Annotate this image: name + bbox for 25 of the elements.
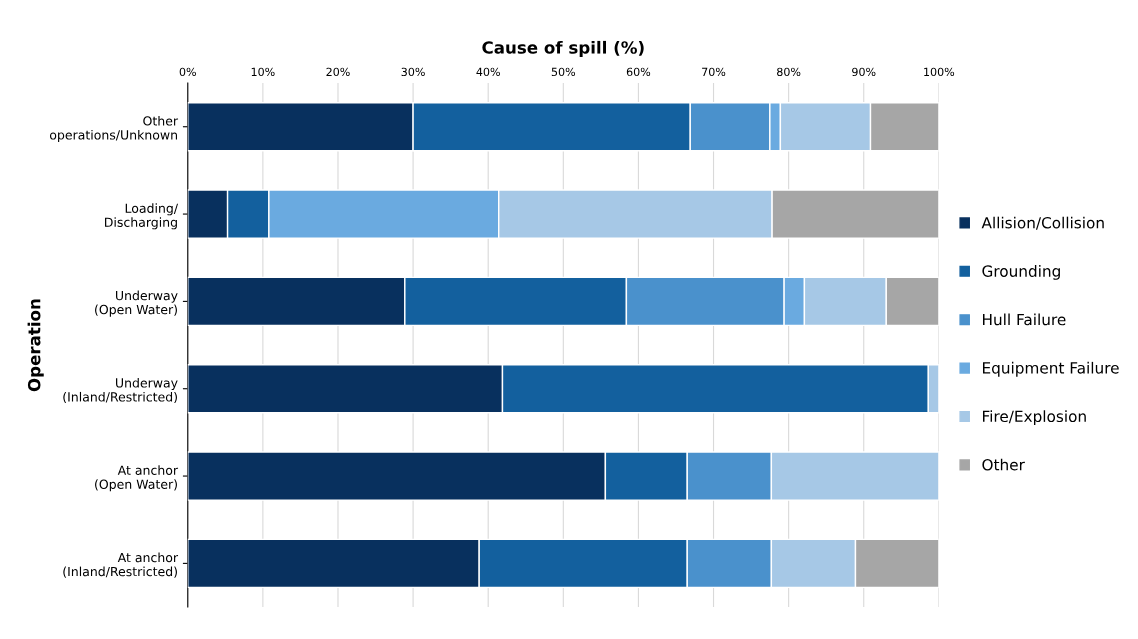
y-tick-label: Loading/ Discharging [105,203,179,230]
x-tick-label: 60% [626,67,651,77]
legend-label: Fire/Explosion [983,410,1086,426]
y-tick-label: Underway (Open Water) [95,290,178,317]
y-tick-label: At anchor (Open Water) [95,465,179,492]
legend-label: Allision/Collision [981,216,1104,230]
x-tick-label: 80% [777,67,801,77]
y-axis-title: Operation [27,299,44,392]
x-tick-label: 30% [401,67,425,77]
legend-label: Grounding [982,265,1060,280]
x-axis-title: Cause of spill (%) [482,40,644,58]
legend-label: Hull Failure [983,313,1066,326]
x-tick-label: 40% [476,67,500,77]
x-tick-label: 90% [852,67,876,77]
x-tick-label: 50% [551,67,576,77]
y-tick-label: Underway (Inland/Restricted) [63,377,178,404]
x-tick-label: 0% [179,67,196,77]
legend-label: Equipment Failure [983,361,1119,377]
x-tick-label: 10% [251,67,275,77]
x-tick-label: 70% [702,67,726,77]
legend-label: Other [982,458,1025,471]
x-tick-label: 20% [326,67,350,77]
y-tick-label: At anchor (Inland/Restricted) [63,552,179,578]
y-tick-label: Other operations/Unknown [49,115,179,143]
x-tick-label: 100% [924,67,955,77]
